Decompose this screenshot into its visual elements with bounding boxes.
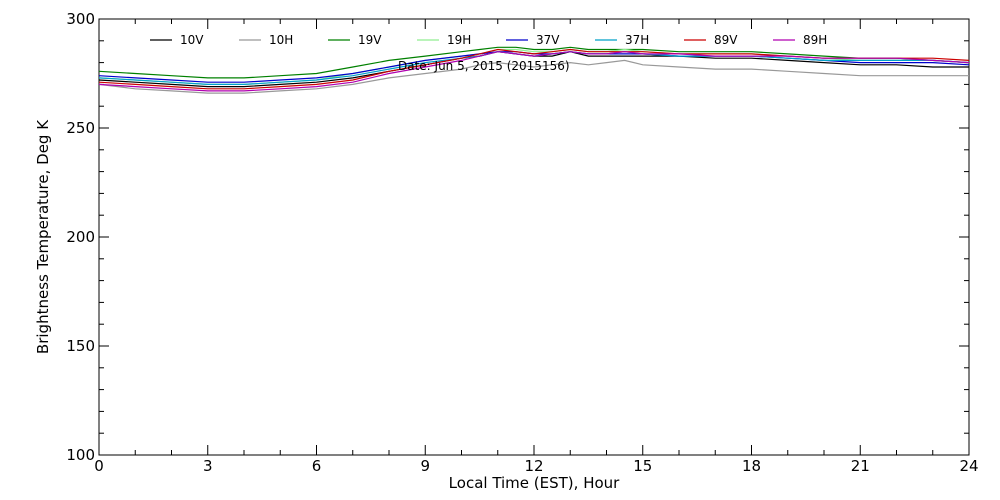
y-tick-label: 100 [66,446,95,464]
legend-label-19h: 19H [447,33,471,47]
legend-label-89h: 89H [803,33,827,47]
series-lines [98,46,970,94]
x-tick-label: 9 [420,457,430,475]
x-tick-label: 15 [633,457,652,475]
legend-label-10h: 10H [269,33,293,47]
axis-ticks [98,18,970,456]
x-axis-title: Local Time (EST), Hour [449,474,620,492]
series-line-89h [98,51,970,92]
x-tick-label: 24 [959,457,978,475]
legend-label-19v: 19V [358,33,382,47]
series-line-10h [98,59,969,94]
x-tick-label: 12 [524,457,543,475]
y-tick-label: 250 [66,119,95,137]
series-line-10v [98,51,969,88]
y-axis-title: Brightness Temperature, Deg K [34,119,52,354]
y-tick-label: 200 [66,228,95,246]
legend-label-10v: 10V [180,33,204,47]
y-tick-label: 300 [66,10,95,28]
axis-tick-labels: 0 3 6 9 12 15 18 21 24 100 150 200 250 300 [66,10,978,475]
legend-label-89v: 89V [714,33,738,47]
x-tick-label: 18 [742,457,761,475]
x-tick-label: 21 [851,457,870,475]
legend-label-37h: 37H [625,33,649,47]
legend-label-37v: 37V [536,33,560,47]
series-line-19v [98,46,970,79]
x-tick-label: 3 [203,457,213,475]
date-annotation: Date: Jun 5, 2015 (2015156) [398,59,570,73]
legend: 10V 10H 19V 19H 37V 37H 89V 89H [150,33,827,47]
y-tick-label: 150 [66,337,95,355]
x-tick-label: 0 [94,457,104,475]
x-tick-label: 6 [312,457,322,475]
